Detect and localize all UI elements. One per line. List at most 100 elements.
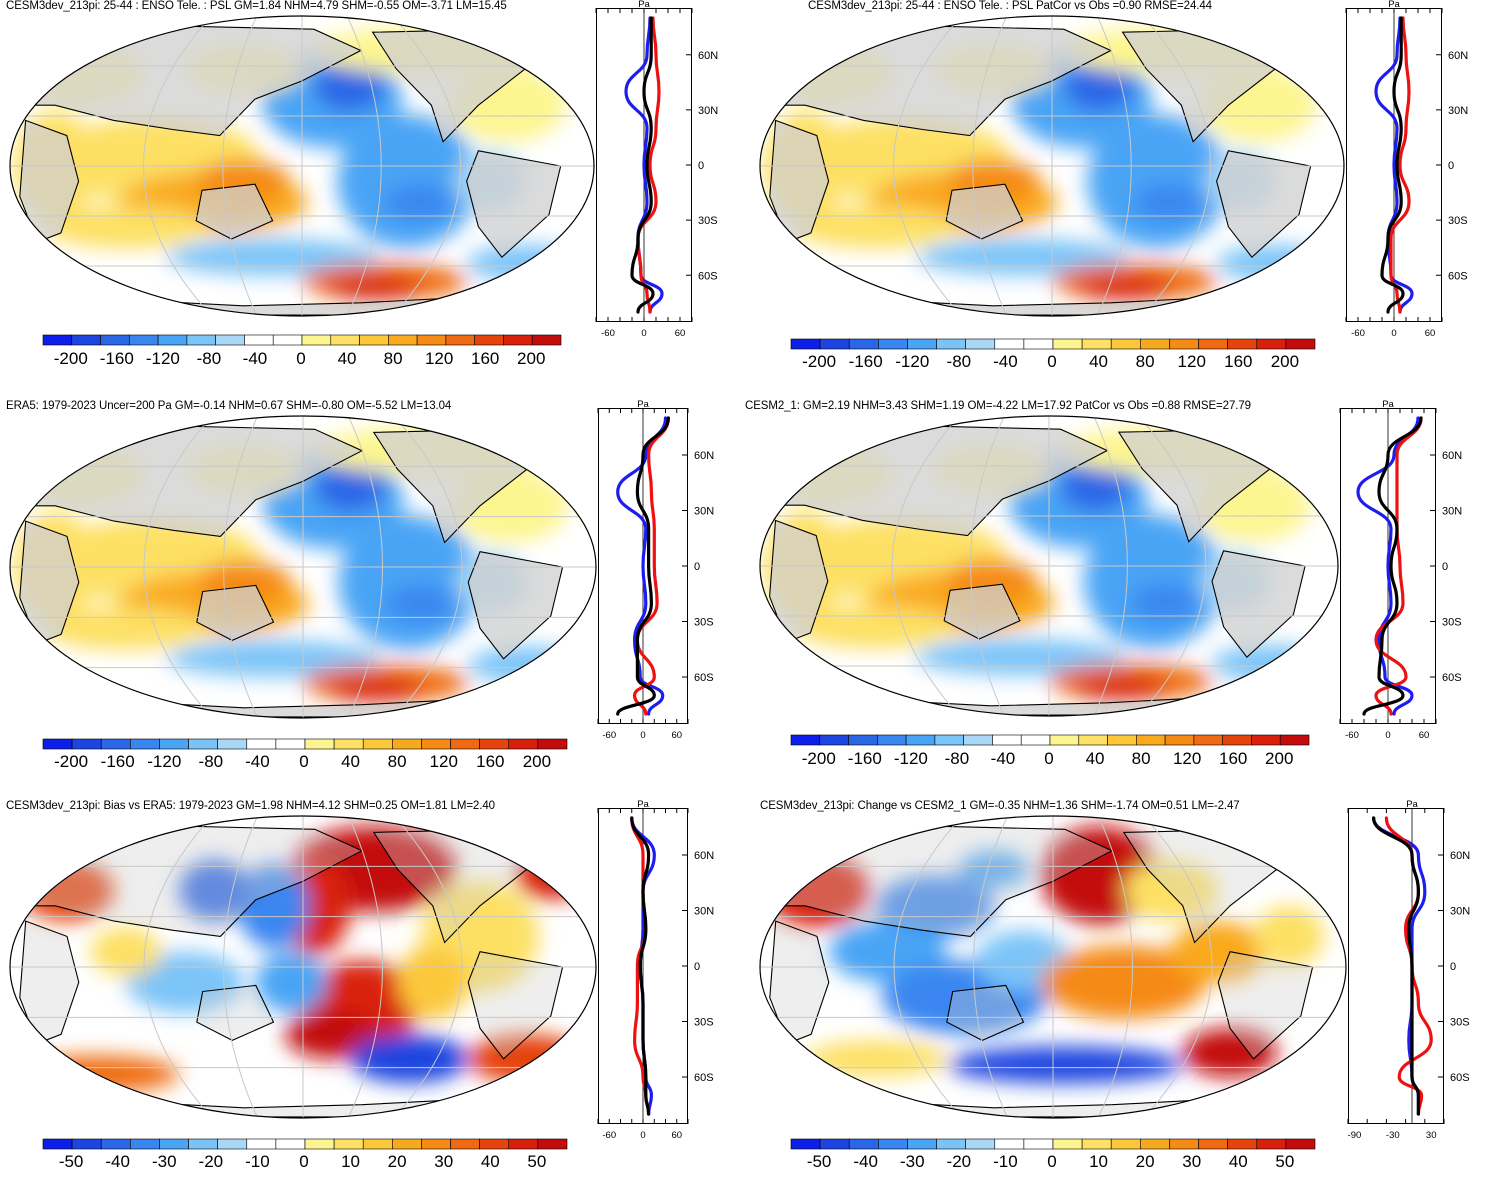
colorbar-label: 0 [1047,352,1057,371]
colorbar-swatch [819,1138,850,1150]
colorbar-label: 10 [341,1152,361,1171]
colorbar-label: 0 [299,1152,309,1171]
colorbar-swatch [936,1138,966,1150]
lon-gridline [222,16,258,316]
robinson-map [9,415,597,719]
colorbar-swatch [790,734,821,746]
colorbar-label: -30 [899,1152,925,1171]
colorbar-swatch [272,334,303,346]
colorbar-swatch [71,334,101,346]
profile-unit: Pa [1382,399,1394,410]
colorbar-swatch [1023,338,1054,350]
field-anomaly [1123,859,1219,922]
colorbar-label: 50 [527,1152,547,1171]
lat-tick-label: 30S [1450,1017,1470,1029]
x-tick-label: 0 [1385,730,1390,741]
lon-gridline [1138,416,1207,716]
colorbar-swatch [129,334,159,346]
lon-gridline [393,416,463,718]
colorbar-swatch [878,338,908,350]
x-tick-label: 60 [1419,730,1430,741]
colorbar-swatch [936,338,966,350]
field-anomaly [468,1034,587,1084]
profile-line-mean [1362,416,1423,716]
continent-outline [769,519,829,643]
colorbar-swatch [1256,338,1287,350]
robinson-map [759,415,1339,717]
lon-gridline [143,16,212,316]
lat-tick-label: 60N [1450,850,1470,862]
continent-outline [19,520,80,645]
lon-gridline [972,16,1008,316]
colorbar-label: 10 [1089,1152,1109,1171]
colorbar-swatch [100,738,131,750]
lat-tick-label: 60N [1442,450,1462,462]
colorbar-label: -200 [802,352,837,371]
lat-tick-label: 60N [694,450,714,462]
field-anomaly [255,951,327,1013]
colorbar-labels: -200 -160 -120 -80 -40 0 40 80 120 160 200 [790,352,1314,374]
colorbar-label: 160 [476,752,505,771]
colorbar [42,738,568,750]
colorbar-label: -160 [99,349,134,368]
panel-title: ERA5: 1979-2023 Uncer=200 Pa GM=-0.14 NH… [6,400,452,412]
robinson-map [759,815,1347,1119]
lat-tick-label: 0 [1442,561,1448,573]
x-tick-label: 0 [640,1130,645,1141]
colorbar [790,1138,1316,1150]
colorbar-label: 200 [1265,749,1294,768]
field-anomaly [325,275,420,300]
colorbar-swatch [994,1138,1025,1150]
colorbar-swatch [537,738,568,750]
colorbar-swatch [790,1138,821,1150]
profile-line-mean [630,16,655,314]
colorbar-label: -10 [993,1152,1018,1171]
colorbar-label: 40 [480,1152,500,1171]
lat-tick-label: 30S [1442,617,1462,629]
colorbar-swatch [359,334,389,346]
lat-tick-label: 30N [1450,906,1470,918]
colorbar-swatch [188,738,218,750]
lon-gridline [1142,16,1211,316]
panel-title: CESM3dev_213pi: Bias vs ERA5: 1979-2023 … [6,800,495,812]
robinson-map [9,15,595,317]
field-anomaly [1063,62,1135,112]
colorbar-label: 40 [1228,1152,1248,1171]
colorbar-swatch [333,738,364,750]
colorbar-swatch [963,734,993,746]
colorbar-swatch [304,738,335,750]
panel-p3: ERA5: 1979-2023 Uncer=200 Pa GM=-0.14 NH… [0,399,745,796]
colorbar-swatch [1081,338,1112,350]
colorbar-label: 80 [387,752,407,771]
field-anomaly [385,585,457,623]
colorbar-swatch [1023,1138,1054,1150]
colorbar-swatch [186,334,216,346]
colorbar-label: 30 [434,1152,454,1171]
lon-gridline [347,816,384,1118]
x-tick-label: 60 [1425,328,1436,339]
lat-tick-label: 0 [698,160,704,172]
colorbar-label: -200 [54,752,89,771]
x-tick-label: -60 [601,328,615,339]
colorbar-labels: -200 -160 -120 -80 -40 0 40 80 120 160 200 [42,752,566,774]
colorbar-swatch [1222,734,1252,746]
colorbar-swatch [1110,1138,1141,1150]
lat-tick-label: 60N [698,50,718,62]
field-anomaly [313,62,385,112]
field-anomaly [238,862,309,949]
colorbar-label: -40 [105,1152,130,1171]
lon-gridline [393,816,463,1118]
colorbar-label: 80 [1131,749,1151,768]
field-anomaly [876,875,994,937]
lat-tick-label: 30N [694,506,714,518]
colorbar-label: 120 [1177,352,1206,371]
colorbar-label: 0 [1047,1152,1057,1171]
panel-p1: CESM3dev_213pi: 25-44 : ENSO Tele. : PSL… [0,0,745,396]
lat-tick-label: 0 [694,961,700,973]
colorbar-swatch [159,738,189,750]
colorbar-label: -120 [147,752,182,771]
colorbar-label: 20 [387,1152,407,1171]
colorbar-swatch [392,738,422,750]
colorbar-swatch [100,1138,131,1150]
colorbar-swatch [848,734,878,746]
